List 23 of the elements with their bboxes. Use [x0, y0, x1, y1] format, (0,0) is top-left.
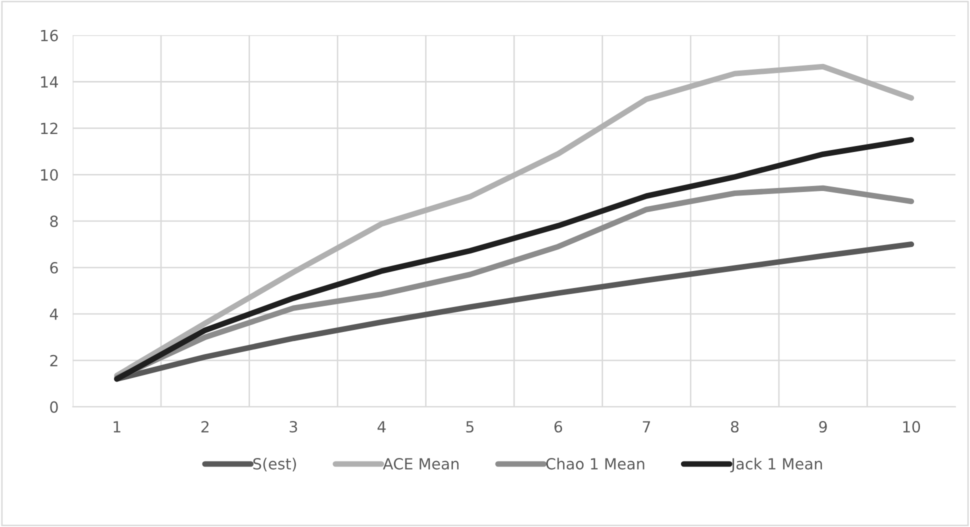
x-tick-label: 1: [114, 421, 120, 432]
y-tick-label: 2: [50, 354, 58, 366]
legend-label: Chao 1 Mean: [546, 458, 644, 470]
x-tick-label: 10: [903, 421, 920, 433]
y-tick-label: 16: [41, 30, 58, 42]
legend-label: Jack 1 Mean: [730, 458, 822, 472]
y-tick-label: 14: [41, 76, 58, 88]
y-tick-label: 8: [50, 216, 58, 228]
y-tick-label: 0: [50, 401, 58, 413]
x-tick-label: 5: [466, 421, 474, 433]
x-tick-label: 4: [378, 421, 386, 432]
x-tick-label: 9: [819, 421, 827, 433]
y-tick-label: 10: [41, 169, 58, 181]
x-tick-label: 7: [642, 421, 650, 432]
x-tick-label: 6: [554, 421, 562, 433]
x-tick-label: 3: [290, 421, 298, 433]
y-tick-label: 6: [50, 262, 58, 274]
y-tick-label: 4: [50, 308, 58, 320]
y-tick-label: 12: [41, 122, 58, 134]
x-tick-label: 8: [730, 421, 739, 433]
legend-label: S(est): [253, 458, 296, 472]
x-tick-label: 2: [201, 421, 208, 432]
legend-label: ACE Mean: [382, 458, 459, 470]
